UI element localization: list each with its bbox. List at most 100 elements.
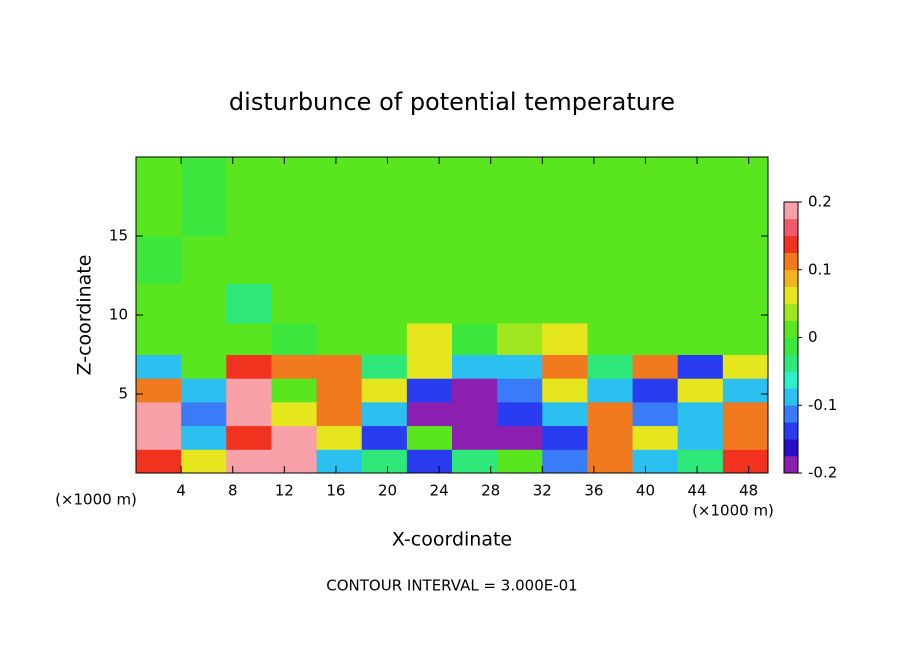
cell <box>497 283 543 324</box>
cell <box>316 449 363 474</box>
cell <box>271 425 318 450</box>
x-tick-label: 44 <box>688 482 707 500</box>
cell <box>136 354 182 379</box>
x-tick-label: 48 <box>739 482 758 500</box>
cell <box>361 322 408 355</box>
footnote: CONTOUR INTERVAL = 3.000E-01 <box>326 577 577 595</box>
cell <box>587 283 634 324</box>
cell <box>226 322 272 355</box>
cell <box>181 401 227 427</box>
cell <box>181 378 227 403</box>
cell <box>587 157 634 237</box>
cell <box>542 378 588 403</box>
cell <box>497 236 543 284</box>
cell <box>542 354 588 379</box>
cell <box>361 401 408 427</box>
cell <box>406 236 453 284</box>
cell <box>722 157 769 237</box>
cell <box>587 378 634 403</box>
x-unit-right: (×1000 m) <box>692 502 774 520</box>
cell <box>542 157 588 237</box>
x-tick-label: 20 <box>378 482 397 500</box>
cell <box>136 236 182 284</box>
cell <box>406 322 453 355</box>
cell <box>361 378 408 403</box>
cell <box>452 425 498 450</box>
cell <box>632 283 679 324</box>
cell <box>406 283 453 324</box>
colorbar-swatch <box>784 371 798 389</box>
cell <box>316 425 363 450</box>
cell <box>677 449 724 474</box>
cell <box>677 236 724 284</box>
cell <box>452 322 498 355</box>
cell <box>406 401 453 427</box>
cell <box>542 322 588 355</box>
cell <box>316 401 363 427</box>
colorbar-swatch <box>784 422 798 440</box>
colorbar-swatch <box>784 202 798 220</box>
cell <box>542 425 588 450</box>
colorbar-swatch <box>784 218 798 237</box>
cell <box>587 322 634 355</box>
colorbar-tick-label: -0.2 <box>808 464 837 482</box>
cell <box>226 157 272 237</box>
x-tick-label: 4 <box>176 482 186 500</box>
cell <box>497 401 543 427</box>
colorbar-swatch <box>784 337 798 355</box>
cell <box>361 236 408 284</box>
cell <box>406 449 453 474</box>
cell <box>226 449 272 474</box>
cell <box>316 378 363 403</box>
cell <box>316 236 363 284</box>
cell <box>226 425 272 450</box>
cell <box>181 283 227 324</box>
cell <box>181 425 227 450</box>
cell <box>316 354 363 379</box>
cell <box>136 449 182 474</box>
colorbar-swatch <box>784 354 798 372</box>
cell <box>722 378 769 403</box>
cell <box>226 354 272 379</box>
cell <box>452 378 498 403</box>
cell <box>271 378 318 403</box>
cell <box>226 283 272 324</box>
colorbar-swatch <box>784 235 798 254</box>
cell <box>722 425 769 450</box>
cell <box>587 236 634 284</box>
cell <box>316 283 363 324</box>
colorbar-swatch <box>784 252 798 271</box>
cell <box>632 354 679 379</box>
y-tick-label: 10 <box>109 306 128 324</box>
cell <box>406 425 453 450</box>
cell <box>722 236 769 284</box>
x-tick-label: 32 <box>533 482 552 500</box>
cell <box>406 157 453 237</box>
cell <box>632 236 679 284</box>
cell <box>677 322 724 355</box>
cell <box>136 425 182 450</box>
cell <box>542 401 588 427</box>
cell <box>587 354 634 379</box>
cell <box>452 283 498 324</box>
cell <box>136 157 182 237</box>
cell <box>136 401 182 427</box>
colorbar-swatch <box>784 439 798 457</box>
cell <box>271 401 318 427</box>
cell <box>497 449 543 474</box>
cell <box>226 378 272 403</box>
cell <box>181 354 227 379</box>
colorbar-tick-label: 0.1 <box>808 260 832 278</box>
x-tick-label: 40 <box>636 482 655 500</box>
cell <box>587 401 634 427</box>
cell <box>452 157 498 237</box>
cell <box>271 322 318 355</box>
cell <box>271 157 318 237</box>
cell <box>722 354 769 379</box>
cell <box>271 354 318 379</box>
y-axis-label: Z-coordinate <box>74 255 96 376</box>
cell <box>136 378 182 403</box>
cell <box>136 283 182 324</box>
cell <box>497 425 543 450</box>
